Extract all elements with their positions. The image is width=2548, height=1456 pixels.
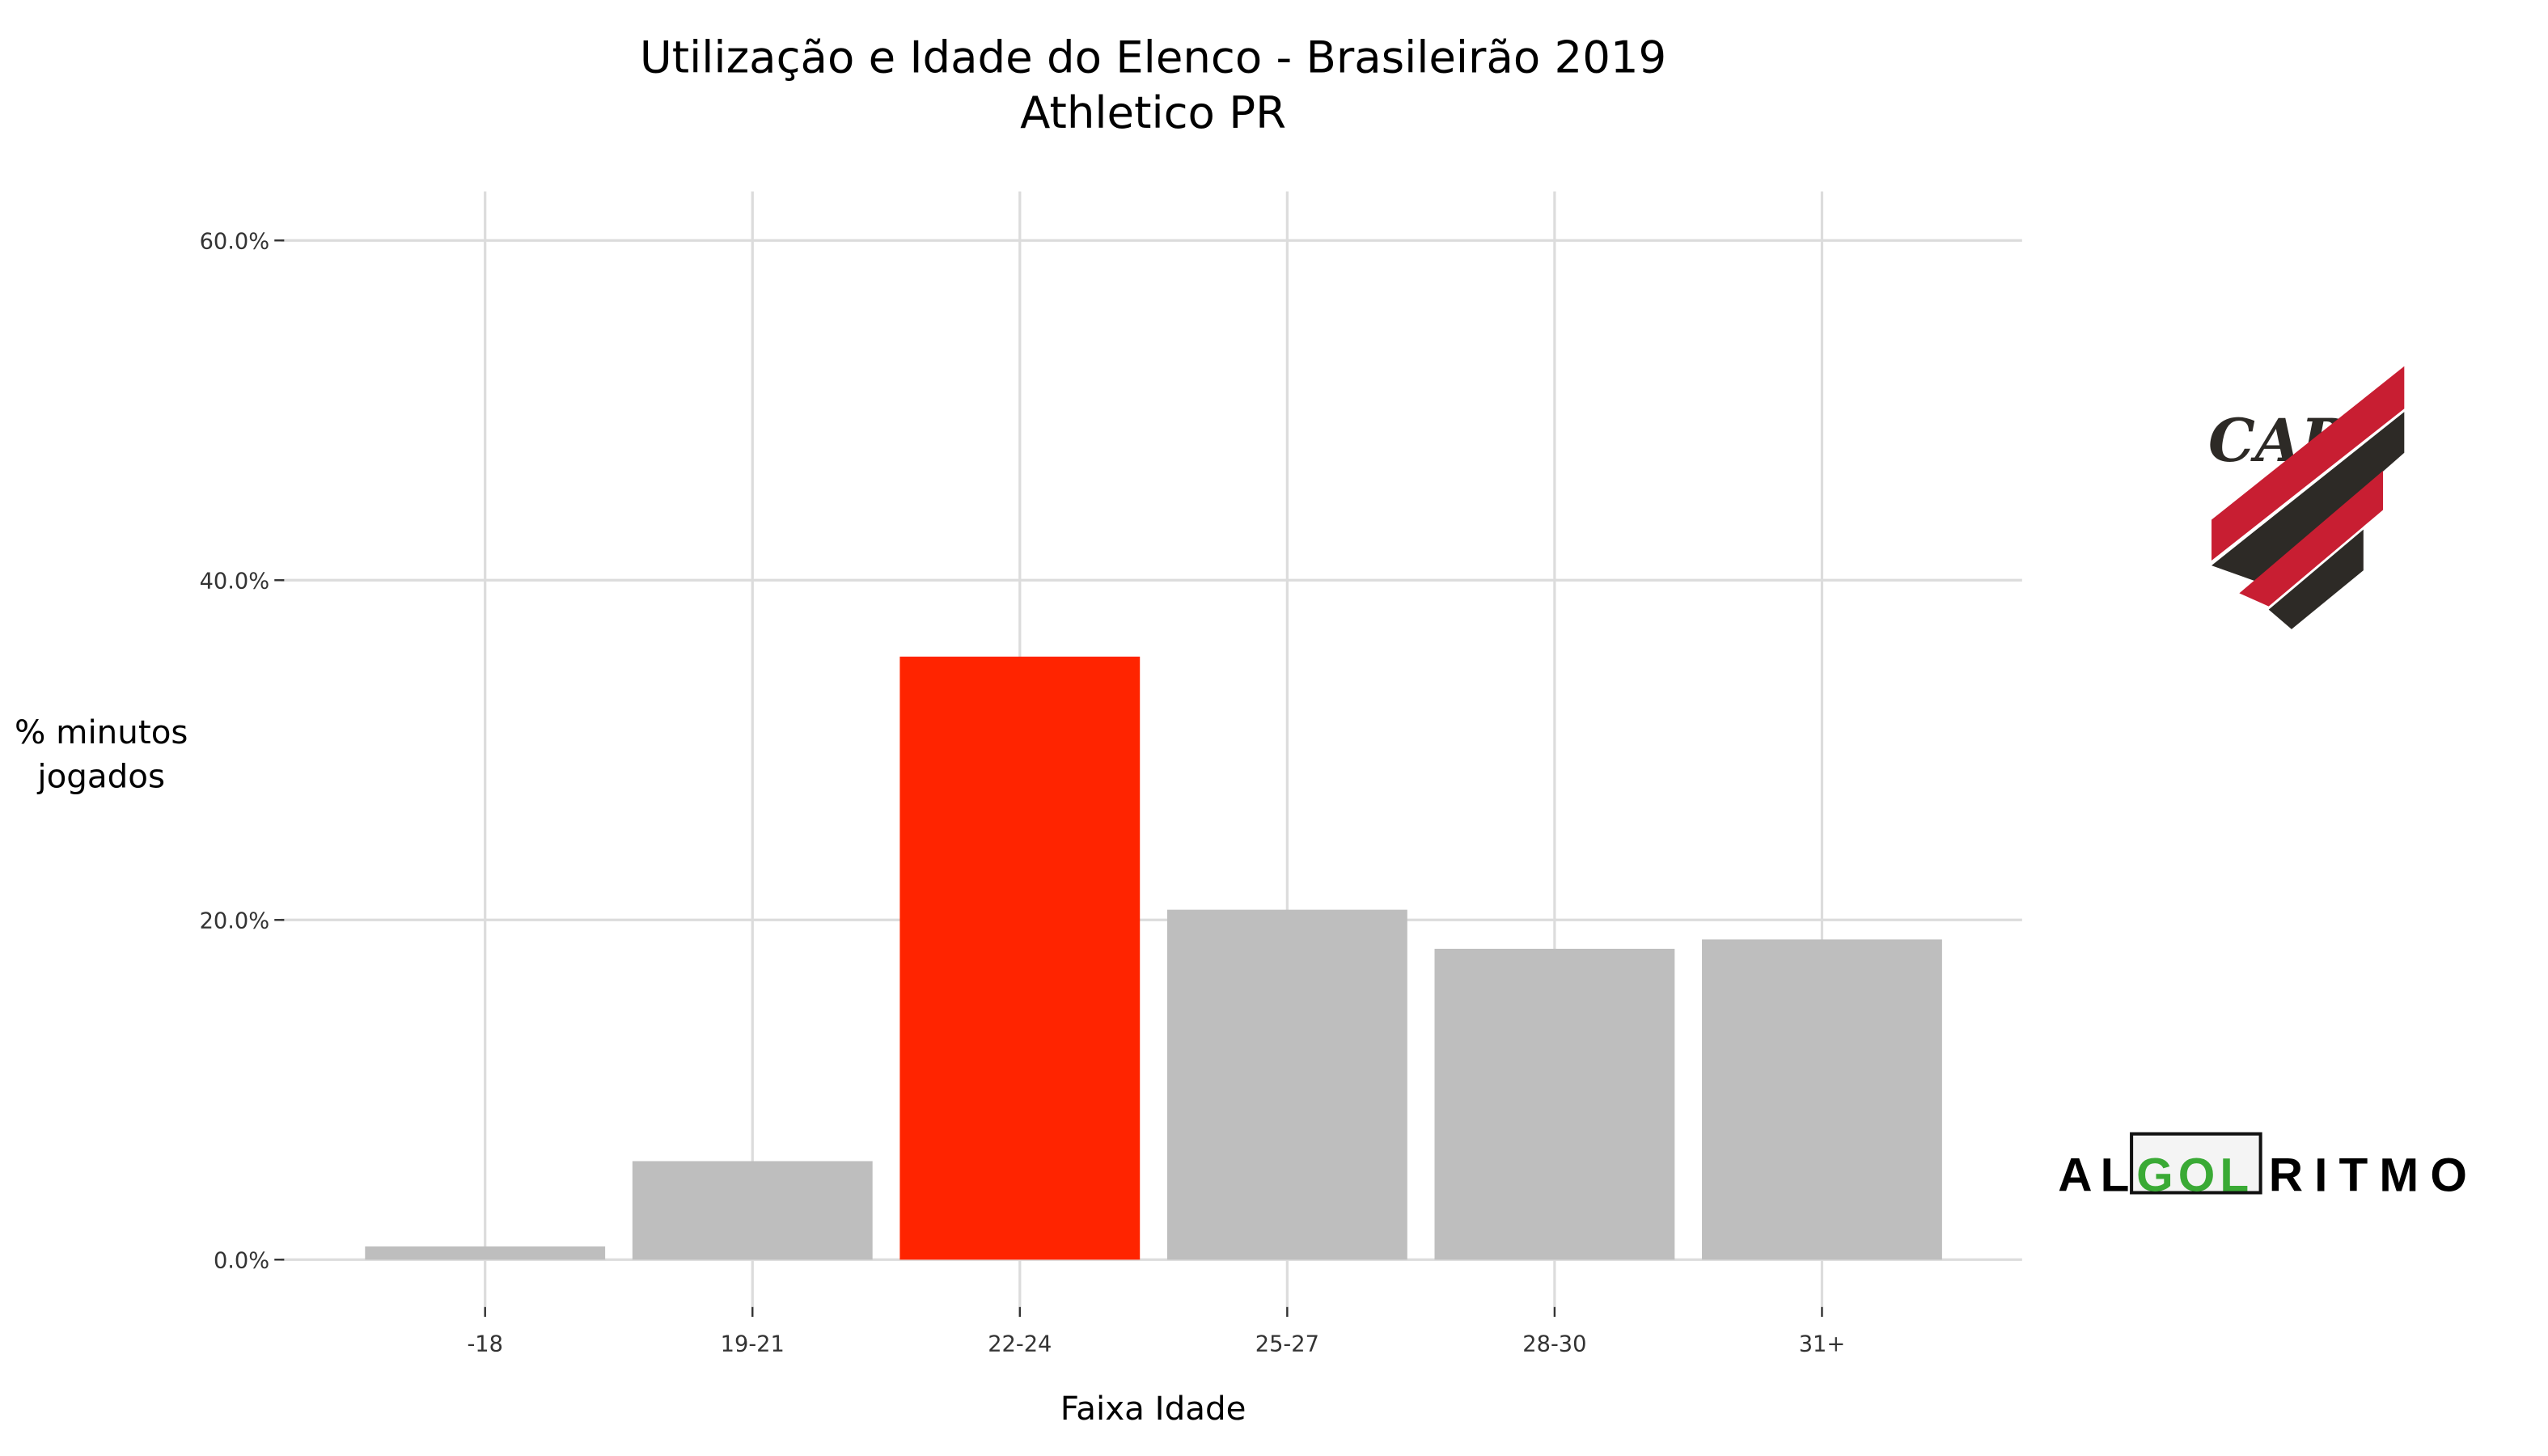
- y-axis-label-line1: % minutos: [15, 713, 188, 751]
- x-tick-label: -18: [467, 1331, 503, 1357]
- y-tick-label: 20.0%: [200, 908, 270, 933]
- algolritmo-logo: AL GOL RITMO: [2058, 1132, 2478, 1201]
- x-axis-label: Faixa Idade: [1060, 1390, 1246, 1428]
- bar-19-21: [632, 1161, 873, 1260]
- x-axis-ticks: -18 19-21 22-24 25-27 28-30 31+: [467, 1306, 1846, 1357]
- x-tick-label: 28-30: [1522, 1331, 1586, 1357]
- x-tick-label: 19-21: [721, 1331, 785, 1357]
- y-axis-label-line2: jogados: [36, 758, 165, 796]
- bar-25-27: [1166, 909, 1407, 1260]
- club-logo-stripe: [2268, 529, 2364, 629]
- x-tick-label: 31+: [1799, 1331, 1846, 1357]
- bars: [365, 656, 1942, 1260]
- x-tick-label: 25-27: [1255, 1331, 1319, 1357]
- brand-ritmo: RITMO: [2269, 1149, 2478, 1201]
- brand-al: AL: [2058, 1149, 2137, 1201]
- club-logo: CAP: [2208, 366, 2405, 629]
- y-tick-label: 0.0%: [214, 1248, 269, 1273]
- x-tick-label: 22-24: [988, 1331, 1052, 1357]
- chart-title: Utilização e Idade do Elenco - Brasileir…: [640, 31, 1666, 83]
- bar--18: [365, 1246, 606, 1260]
- y-axis-ticks: 0.0% 20.0% 40.0% 60.0%: [200, 229, 285, 1273]
- club-logo-stripe: [2212, 366, 2405, 561]
- club-logo-stripe: [2212, 412, 2405, 582]
- bar-22-24: [899, 656, 1141, 1260]
- bar-28-30: [1434, 948, 1675, 1260]
- bar-31+: [1702, 939, 1942, 1260]
- y-tick-label: 40.0%: [200, 569, 270, 594]
- brand-gol: GOL: [2136, 1149, 2254, 1201]
- chart-subtitle: Athletico PR: [1020, 87, 1286, 138]
- goal-net-icon: [2130, 1132, 2262, 1195]
- y-tick-label: 60.0%: [200, 229, 270, 254]
- club-logo-stripe: [2239, 470, 2384, 607]
